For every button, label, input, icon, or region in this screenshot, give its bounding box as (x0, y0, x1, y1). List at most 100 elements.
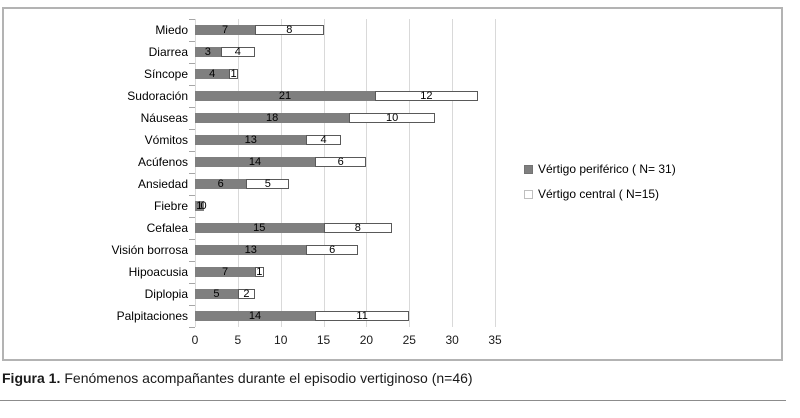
bar-value-label: 6 (217, 177, 224, 190)
bar-value-label: 0 (200, 199, 207, 212)
category-label: Palpitaciones (116, 309, 188, 323)
category-label: Hipoacusia (128, 265, 188, 279)
bar-segment (315, 311, 410, 321)
gridline (495, 19, 496, 327)
bar-segment (195, 311, 315, 321)
bar-segment (315, 157, 367, 167)
bar-value-label: 1 (256, 265, 263, 278)
bar-value-label: 6 (329, 243, 336, 256)
category-label: Vómitos (144, 133, 188, 147)
bar-value-label: 21 (278, 89, 292, 102)
bar-value-label: 14 (248, 155, 262, 168)
legend-swatch-filled-icon (524, 164, 533, 174)
y-axis-tick (189, 283, 195, 284)
bar-segment (306, 135, 341, 145)
bar-segment (195, 91, 375, 101)
y-axis-tick (189, 305, 195, 306)
legend: Vértigo periférico ( N= 31) Vértigo cent… (524, 162, 676, 212)
chart-frame (2, 7, 783, 361)
figure-caption: Figura 1. Fenómenos acompañantes durante … (2, 370, 473, 386)
bar-segment (195, 201, 204, 211)
y-axis-tick (189, 195, 195, 196)
bar-segment (349, 113, 435, 123)
bar-segment (255, 267, 264, 277)
figure-caption-label: Figura 1. (2, 370, 61, 386)
legend-label-central: Vértigo central ( N=15) (538, 187, 660, 201)
bar-value-label: 5 (264, 177, 271, 190)
bar-segment (246, 179, 290, 189)
bar-value-label: 7 (221, 265, 229, 278)
bar-value-label: 1 (230, 67, 237, 80)
bar-segment (323, 223, 393, 233)
bar-segment (195, 69, 230, 79)
x-axis-tick-label: 35 (488, 333, 502, 347)
gridline (280, 19, 282, 327)
bar-segment (195, 289, 238, 299)
category-label: Fiebre (153, 199, 188, 213)
bar-segment (220, 47, 255, 57)
bar-value-label: 11 (356, 309, 368, 322)
bar-segment (195, 223, 324, 233)
bar-value-label: 15 (253, 221, 266, 234)
y-axis-tick (189, 107, 195, 108)
category-label: Sudoración (127, 89, 188, 103)
bar-value-label: 18 (266, 111, 279, 124)
y-axis-tick (189, 129, 195, 130)
category-label: Náuseas (140, 111, 188, 125)
bar-segment (195, 267, 255, 277)
bar-value-label: 12 (420, 89, 433, 102)
bar-value-label: 2 (243, 287, 250, 300)
bar-value-label: 8 (286, 23, 293, 36)
gridline (366, 19, 368, 327)
category-label: Visión borrosa (111, 243, 189, 257)
bar-value-label: 5 (213, 287, 220, 300)
bar-segment (195, 135, 307, 145)
gridline (452, 19, 454, 327)
bar-segment (255, 25, 324, 35)
bar-value-label: 10 (386, 111, 399, 124)
y-axis-tick (189, 239, 195, 240)
bar-value-label: 14 (248, 309, 262, 322)
bar-segment (195, 25, 255, 35)
y-axis-tick (189, 63, 195, 64)
bar-value-label: 4 (234, 45, 241, 58)
bottom-divider (0, 400, 786, 401)
x-axis-tick-label: 0 (191, 333, 199, 347)
legend-item-vertigo-central: Vértigo central ( N=15) (524, 187, 676, 201)
category-label: Acúfenos (137, 155, 188, 169)
y-axis-tick (189, 19, 195, 20)
x-axis-tick-label: 25 (402, 333, 416, 347)
bar-value-label: 3 (204, 45, 211, 58)
bar-segment (306, 245, 358, 255)
bar-segment (237, 289, 255, 299)
bar-value-label: 13 (244, 133, 257, 146)
category-label: Diplopia (144, 287, 188, 301)
y-axis-tick (189, 151, 195, 152)
y-axis-tick (189, 173, 195, 174)
x-axis-tick-label: 15 (316, 333, 331, 347)
bar-segment (195, 245, 307, 255)
y-axis-tick (189, 261, 195, 262)
bar-value-label: 13 (244, 243, 257, 256)
gridline (195, 19, 196, 327)
x-axis-tick-label: 30 (445, 333, 459, 347)
y-axis-tick (189, 85, 195, 86)
x-axis-tick-label: 5 (234, 333, 242, 347)
x-axis-tick-label: 20 (359, 333, 374, 347)
gridline (323, 19, 325, 327)
y-axis-tick (189, 217, 195, 218)
y-axis-tick (189, 41, 195, 42)
category-label: Miedo (155, 23, 188, 37)
bar-segment (229, 69, 238, 79)
category-label: Cefalea (146, 221, 188, 235)
category-label: Ansiedad (137, 177, 188, 191)
legend-item-vertigo-periferico: Vértigo periférico ( N= 31) (524, 162, 676, 176)
bar-value-label: 8 (354, 221, 361, 234)
legend-swatch-outline-icon (524, 189, 533, 199)
gridline (237, 19, 239, 327)
category-label: Síncope (143, 67, 188, 81)
bar-value-label: 1 (196, 199, 203, 212)
gridline (409, 19, 411, 327)
bar-value-label: 7 (221, 23, 229, 36)
